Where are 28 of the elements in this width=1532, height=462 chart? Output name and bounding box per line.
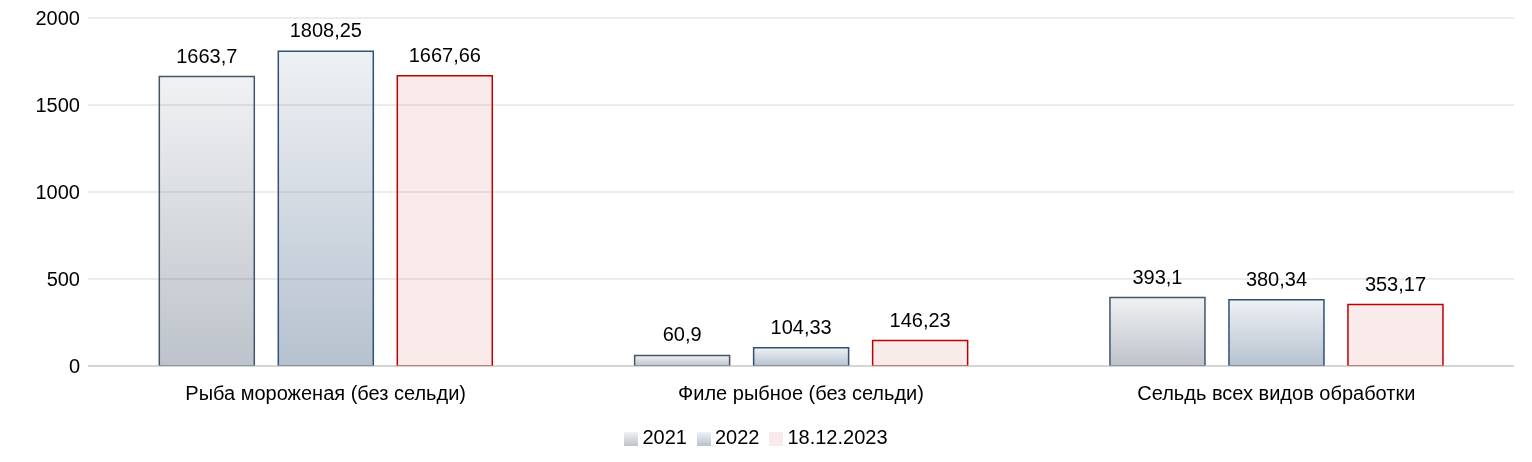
data-label: 146,23	[889, 308, 951, 331]
data-label: 1808,25	[289, 19, 362, 42]
x-tick-label: Сельдь всех видов обработки	[1137, 382, 1416, 405]
legend-label: 2021	[642, 426, 687, 448]
bar	[158, 75, 256, 366]
data-label: 104,33	[770, 315, 832, 338]
y-tick-label: 500	[46, 268, 80, 291]
x-tick-label: Филе рыбное (без сельди)	[678, 382, 924, 405]
data-label: 380,34	[1245, 267, 1308, 290]
bar	[277, 50, 375, 366]
y-tick-label: 2000	[35, 7, 80, 30]
data-label: 1667,66	[408, 43, 481, 66]
legend-label: 2022	[714, 426, 760, 448]
y-tick-label: 1000	[35, 181, 80, 204]
bar	[1228, 299, 1325, 366]
bar	[1109, 296, 1206, 366]
y-tick-label: 1500	[35, 94, 80, 117]
data-label: 393,1	[1132, 265, 1183, 288]
x-tick-label: Рыба мороженая (без сельди)	[185, 382, 467, 405]
bar	[1347, 303, 1444, 366]
bar	[752, 347, 850, 366]
data-label: 60,9	[662, 323, 702, 346]
data-label: 1663,7	[176, 44, 238, 67]
data-label: 353,17	[1364, 272, 1427, 295]
legend-label: 18.12.2023	[787, 426, 888, 448]
bar	[871, 339, 969, 366]
bar	[396, 75, 494, 366]
y-tick-label: 0	[68, 355, 80, 378]
